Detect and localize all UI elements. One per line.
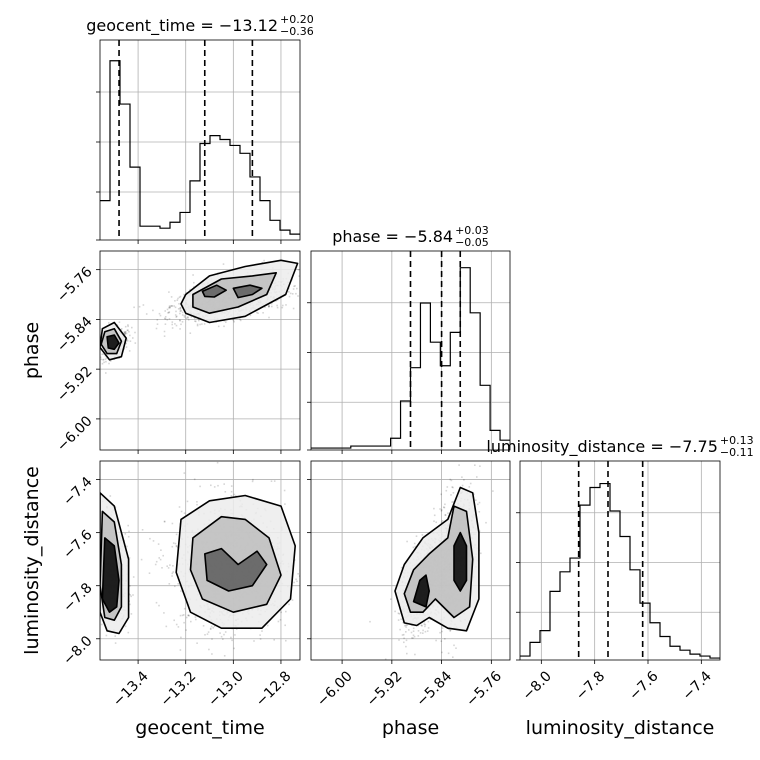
title-geocent_time: geocent_time = −13.12 +0.20−0.36 bbox=[86, 13, 314, 38]
y-tick-label: −5.76 bbox=[54, 264, 96, 306]
y-tick-label: −7.6 bbox=[60, 527, 95, 562]
median-value: −5.84 bbox=[404, 227, 453, 246]
equals-sign: = bbox=[380, 227, 404, 246]
panel-frame bbox=[99, 460, 301, 661]
contour-line bbox=[204, 547, 268, 592]
panel-frame bbox=[99, 39, 301, 241]
title-text: luminosity_distance = −7.75 bbox=[486, 437, 717, 457]
histogram-luminosity_distance bbox=[520, 482, 720, 659]
grid bbox=[100, 40, 300, 240]
scatter-panel-luminosity_distance-vs-geocent_time bbox=[96, 460, 301, 664]
lower-error: −0.36 bbox=[280, 25, 314, 38]
median-value: −13.12 bbox=[219, 16, 278, 35]
contour-line bbox=[232, 284, 263, 299]
lower-error: −0.11 bbox=[720, 446, 754, 459]
x-axis-label: geocent_time bbox=[135, 717, 264, 739]
x-tick-label: −7.6 bbox=[626, 668, 661, 703]
param-name: phase bbox=[332, 227, 380, 246]
equals-sign: = bbox=[195, 16, 219, 35]
upper-error: +0.13 bbox=[720, 434, 754, 447]
contour-line bbox=[453, 531, 468, 592]
panel-frame bbox=[310, 460, 511, 661]
title-phase: phase = −5.84 +0.03−0.05 bbox=[332, 224, 489, 249]
x-axis-label: phase bbox=[382, 717, 439, 739]
x-tick-label: −7.4 bbox=[680, 668, 715, 703]
contour-line bbox=[201, 284, 227, 298]
panel-frame bbox=[519, 460, 721, 661]
x-tick-label: −5.84 bbox=[414, 668, 456, 710]
lower-error: −0.05 bbox=[455, 236, 489, 249]
histogram-geocent_time bbox=[100, 60, 300, 235]
equals-sign: = bbox=[645, 437, 669, 456]
title-text: phase = −5.84 bbox=[332, 227, 453, 246]
x-tick-label: −5.92 bbox=[364, 668, 406, 710]
x-axis-label: luminosity_distance bbox=[526, 717, 715, 739]
hist-panel-geocent_time: geocent_time = −13.12 +0.20−0.36 bbox=[86, 13, 314, 244]
contour-line bbox=[412, 574, 430, 608]
x-tick-label: −13.0 bbox=[205, 668, 247, 710]
hist-panel-luminosity_distance: luminosity_distance = −7.75 +0.13−0.11 bbox=[486, 434, 754, 664]
panel-frame bbox=[310, 250, 511, 451]
x-tick-label: −12.8 bbox=[253, 668, 295, 710]
y-axis-label: luminosity_distance bbox=[21, 466, 43, 655]
param-name: geocent_time bbox=[86, 16, 195, 36]
histogram-phase bbox=[311, 267, 510, 449]
contour-line bbox=[192, 272, 277, 314]
y-tick-label: −6.00 bbox=[54, 413, 96, 455]
y-tick-label: −7.4 bbox=[60, 474, 95, 509]
y-tick-label: −7.8 bbox=[60, 580, 95, 615]
hist-panel-phase: phase = −5.84 +0.03−0.05 bbox=[307, 224, 511, 454]
upper-error: +0.03 bbox=[455, 224, 489, 237]
y-tick-label: −5.84 bbox=[54, 314, 96, 356]
contour-line bbox=[106, 334, 120, 351]
x-tick-label: −6.00 bbox=[314, 668, 356, 710]
scatter-panel-phase-vs-geocent_time bbox=[96, 250, 301, 454]
x-tick-label: −8.0 bbox=[520, 668, 555, 703]
panel-frame bbox=[99, 250, 301, 451]
x-tick-label: −7.8 bbox=[573, 668, 608, 703]
y-tick-label: −5.92 bbox=[54, 363, 96, 405]
scatter-panel-luminosity_distance-vs-phase bbox=[307, 460, 511, 664]
param-name: luminosity_distance bbox=[486, 437, 645, 457]
title-text: geocent_time = −13.12 bbox=[86, 16, 278, 36]
y-axis-label: phase bbox=[21, 322, 43, 379]
y-tick-label: −8.0 bbox=[60, 633, 95, 668]
x-tick-label: −13.4 bbox=[110, 668, 152, 710]
x-tick-label: −5.76 bbox=[463, 668, 505, 710]
contour-line bbox=[101, 537, 120, 613]
upper-error: +0.20 bbox=[280, 13, 314, 26]
title-luminosity_distance: luminosity_distance = −7.75 +0.13−0.11 bbox=[486, 434, 753, 459]
x-tick-label: −13.2 bbox=[158, 668, 200, 710]
median-value: −7.75 bbox=[669, 437, 718, 456]
